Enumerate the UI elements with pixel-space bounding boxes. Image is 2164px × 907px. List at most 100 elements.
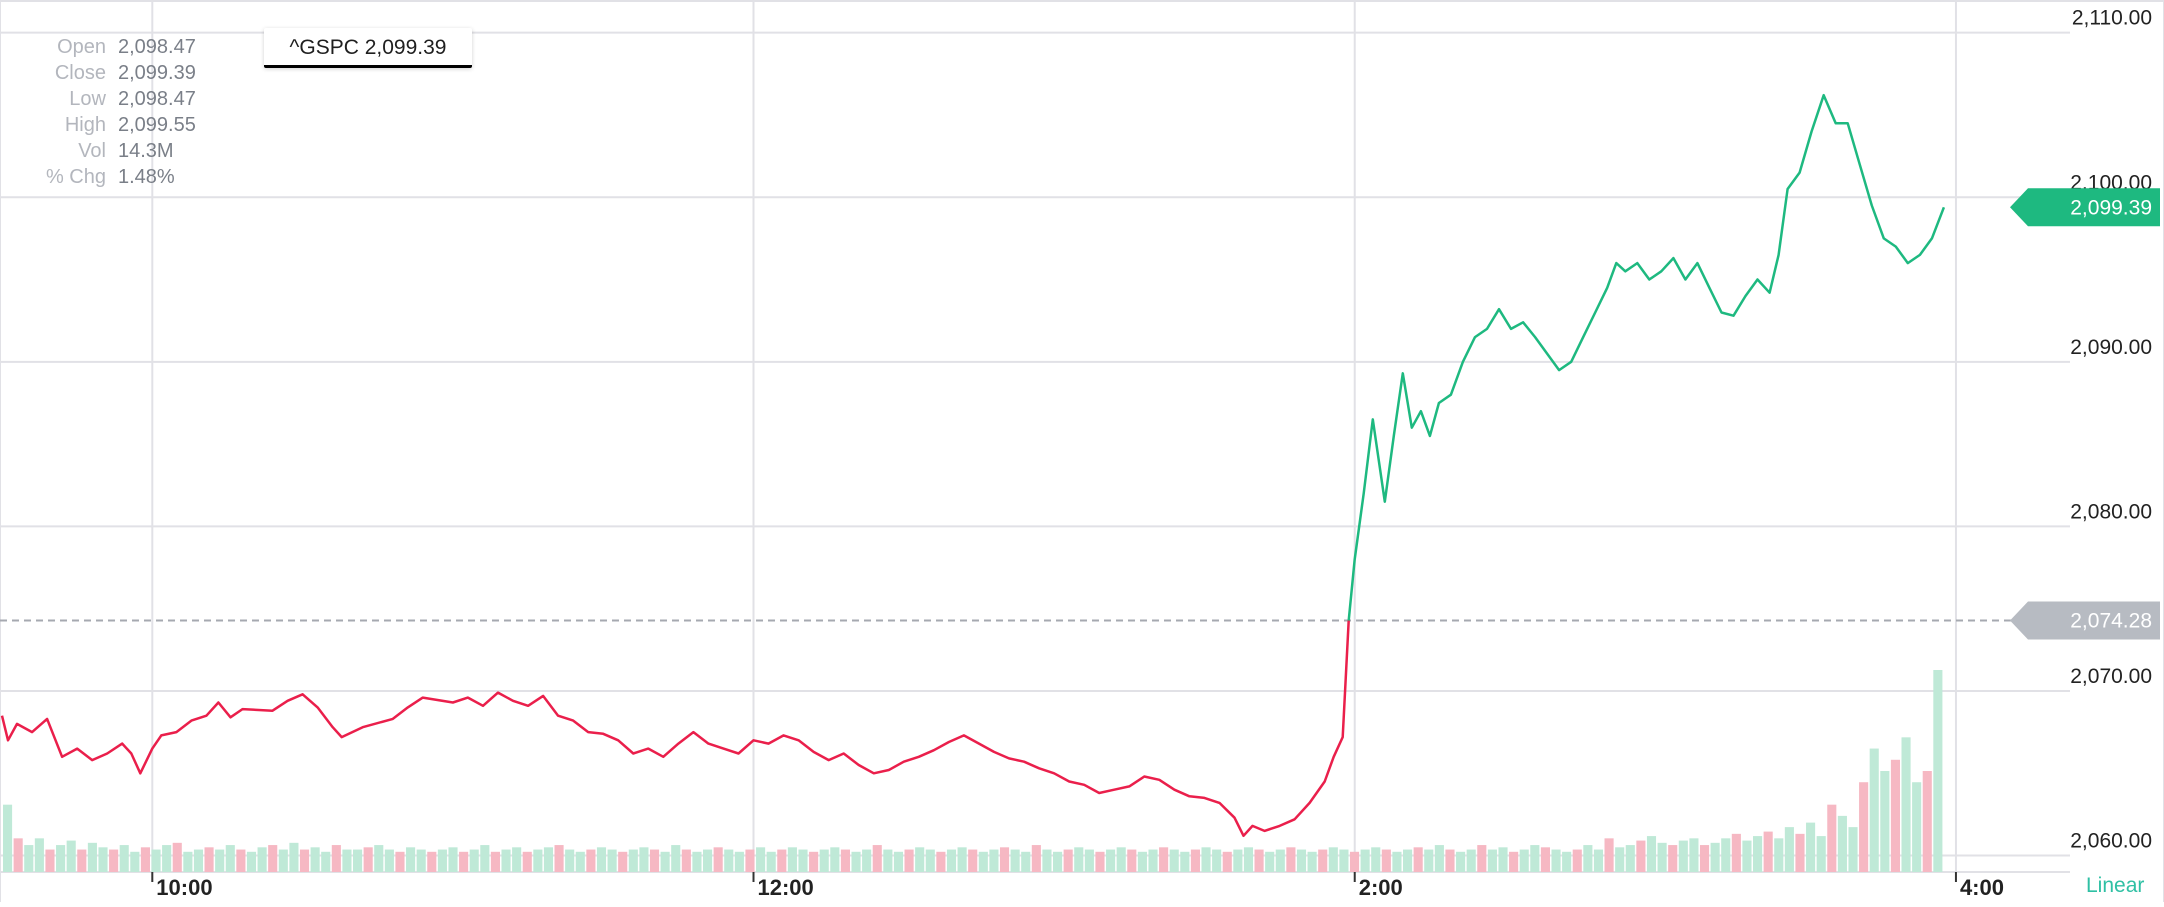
volume-bar [1625,845,1635,872]
x-tick-label: 12:00 [758,875,814,900]
volume-bar [1031,845,1041,872]
volume-bar [1731,833,1741,872]
volume-bar [639,847,649,872]
volume-bar [1392,851,1402,872]
volume-bar [596,847,607,872]
volume-bar [363,847,373,872]
volume-bar [756,847,766,872]
volume-bar [925,849,935,872]
volume-bar [1689,838,1699,872]
volume-bar [406,847,416,872]
previous-close-label: 2,074.28 [2070,610,2152,633]
volume-bar [703,849,713,872]
volume-bar [310,847,320,872]
ohlc-summary-panel: Open 2,098.47 Close 2,099.39 Low 2,098.4… [10,34,196,190]
volume-bar [1646,836,1657,872]
volume-bar [183,851,193,872]
price-line-above-prev-close [1347,93,1946,621]
volume-bar [1434,845,1444,872]
ohlc-close-label: Close [54,62,106,84]
volume-bar [1848,827,1858,872]
volume-bar [830,847,840,872]
ohlc-row-volume: Vol 14.3M [10,138,196,164]
previous-close-flag [2010,601,2160,640]
volume-bar [1869,748,1879,872]
volume-bar [915,847,925,872]
volume-bar [671,845,681,872]
ohlc-row-close: Close 2,099.39 [10,60,196,86]
volume-bar [459,851,469,872]
scale-toggle-linear[interactable]: Linear [2086,874,2145,897]
volume-bar [215,849,225,872]
volume-bar [1880,771,1890,872]
volume-bar [1360,849,1370,872]
volume-bar [342,849,352,872]
symbol-chip[interactable]: ^GSPC 2,099.39 [264,28,472,68]
volume-bar [56,845,66,872]
volume-bar [416,849,426,872]
volume-bar [1328,847,1338,872]
volume-bar [1275,849,1285,872]
volume-bar [777,849,787,872]
volume-bar [1180,851,1190,872]
volume-bar [1562,851,1572,872]
symbol-chip-label: ^GSPC 2,099.39 [289,36,447,59]
volume-bar [45,849,55,872]
volume-bar [1816,836,1826,872]
volume-bar [1318,849,1328,872]
volume-bar [1212,849,1222,872]
volume-bar [1753,836,1763,872]
y-tick-label: 2,060.00 [2070,830,2152,853]
ohlc-change-value: 1.48% [118,166,175,188]
volume-bar [1922,771,1932,872]
ohlc-high-label: High [64,114,106,136]
volume-bar [618,851,628,872]
volume-bar [151,849,161,872]
volume-bar [1890,759,1900,872]
volume-bar [1286,847,1296,872]
volume-bar [448,847,458,872]
volume-bar [1795,833,1805,872]
ohlc-change-label: % Chg [45,166,106,188]
volume-bar [246,851,257,872]
y-tick-label: 2,110.00 [2072,7,2152,30]
volume-bar [1572,849,1582,872]
volume-bar [353,849,363,872]
volume-bar [34,838,44,872]
volume-bar [1010,849,1020,872]
volume-bar [840,849,850,872]
volume-bar [607,849,617,872]
volume-bar [1371,847,1381,872]
volume-bar [766,851,776,872]
volume-bar [1403,849,1413,872]
volume-bar [883,849,893,872]
volume-bar [374,845,384,872]
volume-bar [1837,815,1847,872]
volume-bar [713,847,723,872]
price-flags: 2,099.39 2,074.28 [2010,188,2160,640]
volume-bar [1466,849,1476,872]
volume-bar [87,842,97,872]
volume-bar [1699,845,1710,872]
volume-bar [1456,851,1466,872]
price-line [0,93,1946,838]
volume-bar [819,849,829,872]
volume-bar [851,851,861,872]
volume-bar [1901,737,1911,872]
volume-bar [204,847,214,872]
volume-bar [1095,851,1105,872]
x-tick-label: 10:00 [156,875,212,900]
volume-bar [1827,804,1837,872]
volume-bar [1296,849,1307,872]
volume-bar [490,851,500,872]
volume-bar [1222,851,1232,872]
volume-bar [1615,847,1625,872]
volume-bar [1233,849,1243,872]
volume-bar [257,847,267,872]
volume-bar [989,849,999,872]
volume-bar [13,838,23,872]
volume-bar [1551,849,1561,872]
volume-bar [130,851,140,872]
